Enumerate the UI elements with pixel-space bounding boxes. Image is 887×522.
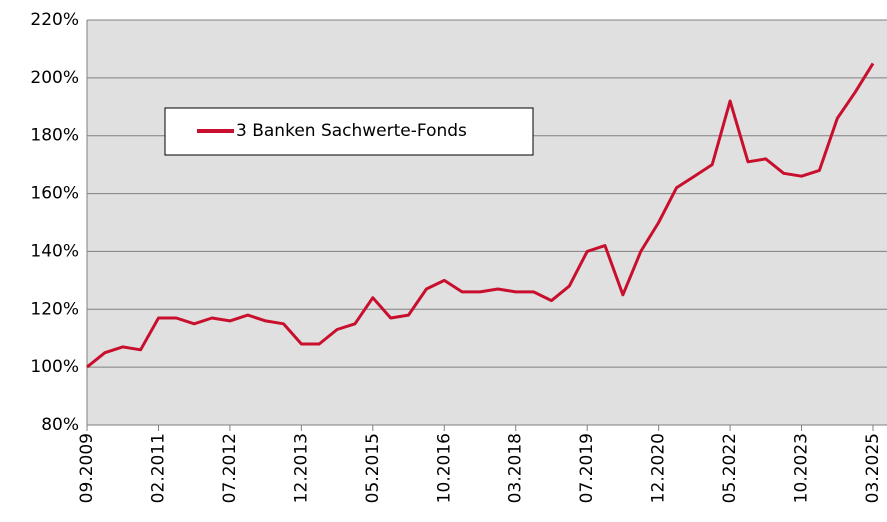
- x-tick-label: 03.2025: [863, 433, 883, 503]
- y-tick-label: 100%: [30, 357, 79, 377]
- y-tick-label: 80%: [41, 415, 79, 435]
- x-tick-label: 03.2018: [506, 433, 526, 503]
- y-tick-label: 140%: [30, 241, 79, 261]
- y-tick-label: 160%: [30, 184, 79, 204]
- x-tick-label: 10.2016: [434, 433, 454, 503]
- plot-area: [87, 20, 887, 425]
- x-tick-label: 12.2020: [649, 433, 669, 503]
- y-tick-label: 120%: [30, 299, 79, 319]
- x-tick-label: 07.2019: [577, 433, 597, 503]
- y-tick-label: 200%: [30, 68, 79, 88]
- x-tick-label: 07.2012: [220, 433, 240, 503]
- x-tick-label: 12.2013: [291, 433, 311, 503]
- y-tick-label: 220%: [30, 10, 79, 30]
- x-tick-label: 10.2023: [792, 433, 812, 503]
- series-line: [86, 62, 875, 369]
- x-tick-label: 05.2022: [720, 433, 740, 503]
- legend: 3 Banken Sachwerte-Fonds: [164, 107, 534, 156]
- legend-label: 3 Banken Sachwerte-Fonds: [236, 121, 467, 141]
- x-tick-label: 02.2011: [148, 433, 168, 503]
- x-tick-label: 05.2015: [363, 433, 383, 503]
- y-tick-label: 180%: [30, 126, 79, 146]
- x-tick-label: 09.2009: [77, 433, 97, 503]
